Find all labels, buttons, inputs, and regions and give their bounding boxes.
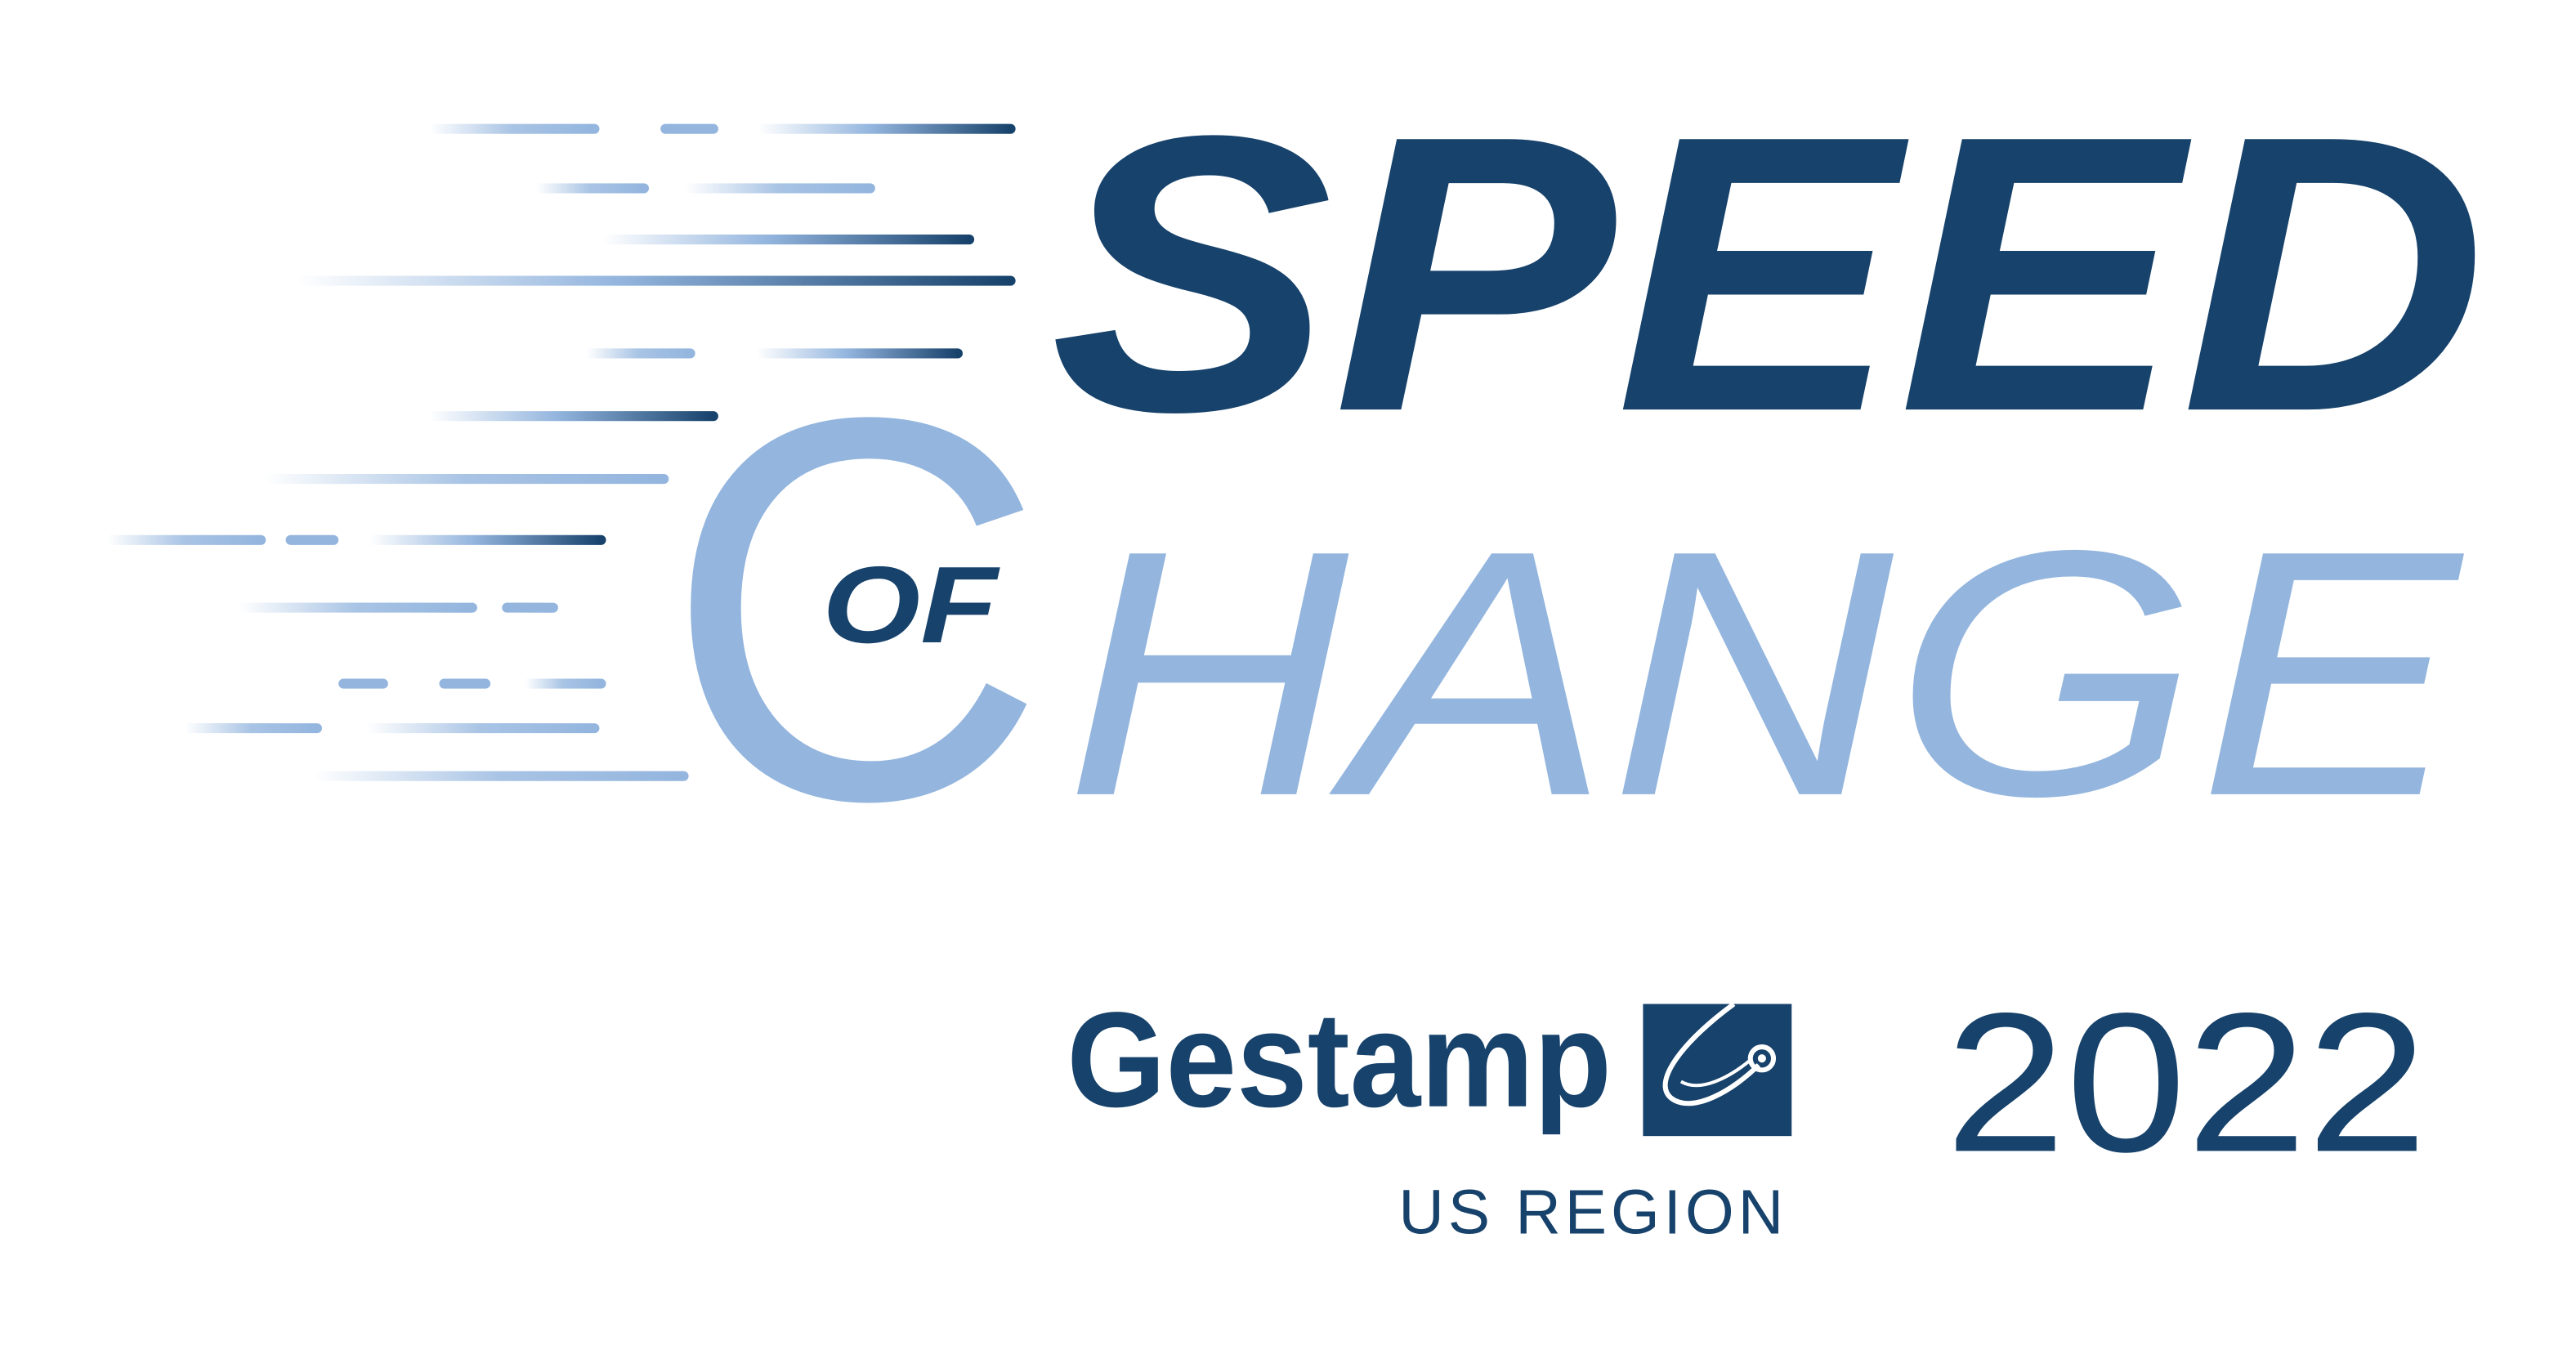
brand-region: US REGION xyxy=(1398,1178,1783,1247)
title-of: OF xyxy=(822,544,1000,666)
title-change-rest: HANGE xyxy=(1065,477,2468,869)
brand-name: Gestamp xyxy=(1067,985,1612,1136)
year: 2022 xyxy=(1945,972,2427,1193)
brand-emblem xyxy=(1643,1002,1792,1137)
speed-lines xyxy=(102,123,1016,781)
title-change-initial: C xyxy=(664,305,1047,914)
title-speed: SPEED xyxy=(1050,54,2487,493)
